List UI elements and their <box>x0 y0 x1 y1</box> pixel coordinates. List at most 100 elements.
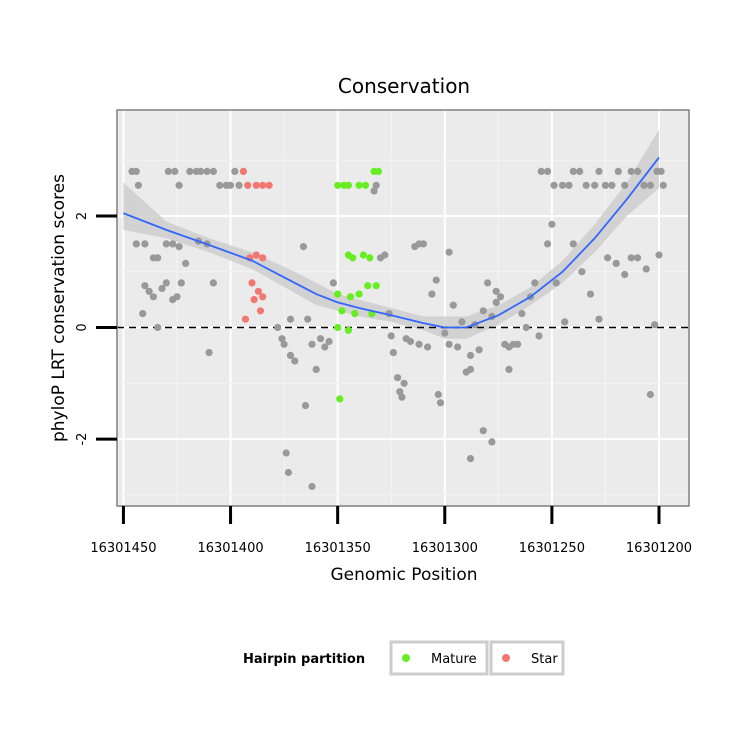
y-tick-label: 0 <box>75 323 90 331</box>
legend-key-star <box>502 654 510 662</box>
point-other <box>466 365 475 373</box>
point-other <box>171 167 179 175</box>
point-other <box>278 335 286 343</box>
y-tick-label: 2 <box>75 212 90 220</box>
point-mature <box>359 251 367 259</box>
point-other <box>514 340 522 348</box>
point-other <box>406 337 415 346</box>
point-other <box>634 254 642 262</box>
x-tick-label: 16301450 <box>90 541 156 556</box>
point-star <box>244 181 252 189</box>
point-other <box>419 240 427 248</box>
point-other <box>141 240 149 248</box>
point-other <box>415 340 423 348</box>
point-other <box>149 293 157 301</box>
point-star <box>259 293 267 301</box>
point-other <box>231 167 239 175</box>
point-other <box>544 240 552 248</box>
x-tick-label: 16301200 <box>626 541 692 556</box>
point-other <box>158 284 166 293</box>
point-other <box>550 181 558 189</box>
point-other <box>595 167 603 175</box>
x-tick-label: 16301350 <box>305 541 371 556</box>
point-other <box>197 167 205 175</box>
point-mature <box>364 282 372 290</box>
point-other <box>209 167 217 175</box>
point-other <box>301 402 310 410</box>
point-other <box>657 167 665 175</box>
point-other <box>205 349 213 357</box>
point-other <box>173 293 181 301</box>
point-other <box>627 167 635 175</box>
point-other <box>381 251 389 259</box>
point-other <box>604 254 612 262</box>
point-other <box>387 332 395 340</box>
smooth-fit-line <box>123 156 660 329</box>
point-other <box>132 167 140 175</box>
point-other <box>203 167 211 175</box>
point-mature <box>344 181 352 189</box>
point-mature <box>334 181 342 189</box>
x-tick-label: 16301400 <box>197 541 263 556</box>
point-other <box>621 270 629 279</box>
point-other <box>569 240 577 248</box>
legend-key-box-mature <box>389 640 489 676</box>
point-other <box>522 323 530 332</box>
point-other <box>559 181 567 189</box>
point-other <box>492 287 500 295</box>
x-tick-label: 16301300 <box>412 541 478 556</box>
point-other <box>400 379 408 387</box>
point-other <box>586 290 595 298</box>
point-other <box>627 254 635 262</box>
point-mature <box>374 167 382 175</box>
point-other <box>186 167 194 175</box>
point-other <box>370 187 378 195</box>
point-other <box>475 346 483 354</box>
point-other <box>396 388 404 396</box>
point-other <box>458 318 466 326</box>
point-other <box>659 181 667 189</box>
point-other <box>640 181 648 189</box>
legend-key-box-star <box>489 640 565 676</box>
point-other <box>394 374 402 382</box>
point-mature <box>355 290 363 298</box>
point-other <box>479 307 487 315</box>
point-other <box>182 259 190 267</box>
point-other <box>621 181 629 189</box>
point-other <box>274 323 282 332</box>
point-other <box>576 167 584 175</box>
point-star <box>254 287 262 295</box>
point-other <box>578 268 586 276</box>
point-other <box>424 343 432 351</box>
point-other <box>484 279 492 287</box>
point-star <box>265 181 273 189</box>
legend-title: Hairpin partition <box>243 652 365 667</box>
point-mature <box>349 254 357 262</box>
point-star <box>259 181 267 189</box>
point-star <box>239 167 247 175</box>
point-other <box>434 390 442 399</box>
point-other <box>496 293 505 301</box>
point-other <box>312 365 320 373</box>
point-other <box>321 343 329 351</box>
point-other <box>177 279 185 287</box>
point-other <box>552 279 560 287</box>
point-other <box>466 455 475 463</box>
point-mature <box>355 181 363 189</box>
point-star <box>256 307 265 315</box>
point-other <box>445 248 453 256</box>
point-star <box>259 254 267 262</box>
point-other <box>372 181 380 189</box>
point-mature <box>334 290 342 298</box>
axes-layer: 16301450 16301400 16301350 16301300 16301250… <box>75 109 692 556</box>
point-other <box>441 329 449 337</box>
point-other <box>608 181 616 189</box>
point-other <box>141 282 149 290</box>
point-other <box>582 181 590 189</box>
point-other <box>445 340 453 348</box>
smooth-line-layer <box>123 156 660 329</box>
point-other <box>139 310 147 318</box>
point-other <box>612 259 620 267</box>
point-other <box>561 318 569 326</box>
